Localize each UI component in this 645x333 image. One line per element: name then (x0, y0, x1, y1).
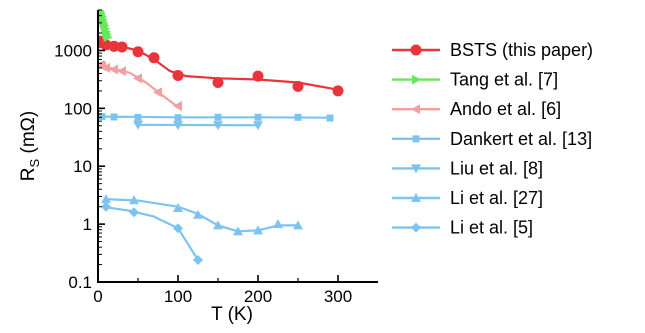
y-tick-label: 1 (83, 215, 92, 234)
data-point-dankert-et-al-13 (174, 114, 182, 122)
data-point-dankert-et-al-13 (214, 113, 222, 121)
data-point-li-et-al-27 (173, 202, 183, 212)
legend-item-dankert-et-al-13: Dankert et al. [13] (392, 129, 592, 149)
legend-item-li-et-al-5: Li et al. [5] (392, 218, 533, 238)
data-point-ando-et-al-6 (101, 62, 110, 73)
series-ando-et-al-6 (98, 60, 182, 111)
data-point-bsts-this-paper (172, 69, 184, 81)
legend-label: Tang et al. [7] (450, 70, 558, 90)
data-point-li-et-al-5 (193, 254, 203, 265)
legend-label: Ando et al. [6] (450, 99, 561, 119)
data-point-bsts-this-paper (292, 80, 304, 92)
data-point-bsts-this-paper (108, 40, 120, 52)
data-point-bsts-this-paper (212, 76, 224, 88)
series-li-et-al-5 (101, 201, 203, 265)
data-point-bsts-this-paper (132, 46, 144, 58)
series-dankert-et-al-13 (98, 113, 334, 122)
data-point-li-et-al-27 (233, 226, 243, 236)
data-point-li-et-al-27 (101, 194, 111, 204)
data-point-ando-et-al-6 (153, 87, 162, 98)
data-point-ando-et-al-6 (133, 73, 142, 84)
data-point-li-et-al-5 (129, 207, 139, 218)
legend-label: BSTS (this paper) (450, 40, 593, 60)
legend-marker-ando-et-al-6 (411, 104, 420, 115)
y-axis-title: RS (mΩ) (18, 111, 42, 181)
y-tick-label: 1000 (54, 41, 92, 60)
data-point-li-et-al-27 (273, 219, 283, 229)
data-point-li-et-al-27 (193, 209, 203, 219)
y-tick-label: 100 (64, 99, 92, 118)
fit-line-liu-et-al-8 (137, 123, 259, 127)
data-point-li-et-al-27 (293, 220, 303, 230)
data-point-li-et-al-27 (253, 225, 263, 235)
data-point-liu-et-al-8 (173, 121, 183, 131)
x-axis-title: T (K) (211, 304, 253, 325)
legend-marker-li-et-al-27 (411, 193, 421, 202)
data-point-ando-et-al-6 (109, 64, 118, 75)
legend-marker-li-et-al-5 (411, 222, 421, 233)
legend-label: Li et al. [5] (450, 218, 533, 238)
legend-label: Dankert et al. [13] (450, 129, 592, 149)
data-point-ando-et-al-6 (117, 66, 126, 77)
legend-item-li-et-al-27: Li et al. [27] (392, 188, 543, 208)
series-bsts-this-paper (98, 35, 344, 97)
data-point-liu-et-al-8 (133, 120, 143, 130)
x-tick-label: 300 (324, 287, 352, 306)
legend-label: Li et al. [27] (450, 188, 543, 208)
data-point-dankert-et-al-13 (326, 114, 334, 122)
legend-marker-liu-et-al-8 (411, 164, 421, 174)
data-point-dankert-et-al-13 (98, 113, 106, 121)
data-point-bsts-this-paper (116, 41, 128, 53)
data-point-ando-et-al-6 (173, 100, 182, 111)
data-point-li-et-al-5 (173, 223, 183, 234)
legend-item-tang-et-al-7: Tang et al. [7] (392, 70, 558, 90)
data-point-dankert-et-al-13 (254, 113, 262, 121)
legend: BSTS (this paper) Tang et al. [7] Ando et … (392, 40, 593, 238)
series-tang-et-al-7 (98, 10, 113, 43)
legend-item-ando-et-al-6: Ando et al. [6] (392, 99, 561, 119)
y-tick-label: 0.1 (68, 273, 92, 292)
data-point-bsts-this-paper (252, 70, 264, 82)
y-tick-label: 10 (73, 157, 92, 176)
legend-item-liu-et-al-8: Liu et al. [8] (392, 158, 543, 178)
data-point-liu-et-al-8 (253, 121, 263, 131)
data-point-bsts-this-paper (148, 52, 160, 64)
data-point-li-et-al-5 (101, 201, 111, 212)
data-point-dankert-et-al-13 (294, 113, 302, 121)
data-point-dankert-et-al-13 (110, 113, 118, 121)
legend-item-bsts-this-paper: BSTS (this paper) (392, 40, 593, 60)
axes: 0 100 200 300 0.1 1 10 100 1000 T (K) RS (mΩ) (18, 9, 378, 325)
legend-marker-dankert-et-al-13 (412, 135, 420, 143)
x-tick-label: 0 (93, 287, 102, 306)
series-liu-et-al-8 (133, 120, 263, 131)
legend-marker-tang-et-al-7 (412, 74, 421, 85)
data-point-dankert-et-al-13 (134, 113, 142, 121)
x-tick-label: 200 (244, 287, 272, 306)
legend-label: Liu et al. [8] (450, 158, 543, 178)
data-point-tang-et-al-7 (103, 32, 113, 43)
series-li-et-al-27 (101, 194, 303, 236)
data-point-li-et-al-27 (129, 195, 139, 205)
data-point-li-et-al-27 (213, 220, 223, 230)
legend-marker-bsts-this-paper (410, 44, 422, 56)
fit-line-ando-et-al-6 (100, 63, 179, 108)
plot-area (98, 10, 344, 265)
data-point-liu-et-al-8 (213, 121, 223, 131)
x-tick-label: 100 (164, 287, 192, 306)
fit-line-li-et-al-5 (101, 205, 199, 261)
data-point-bsts-this-paper (332, 85, 344, 97)
